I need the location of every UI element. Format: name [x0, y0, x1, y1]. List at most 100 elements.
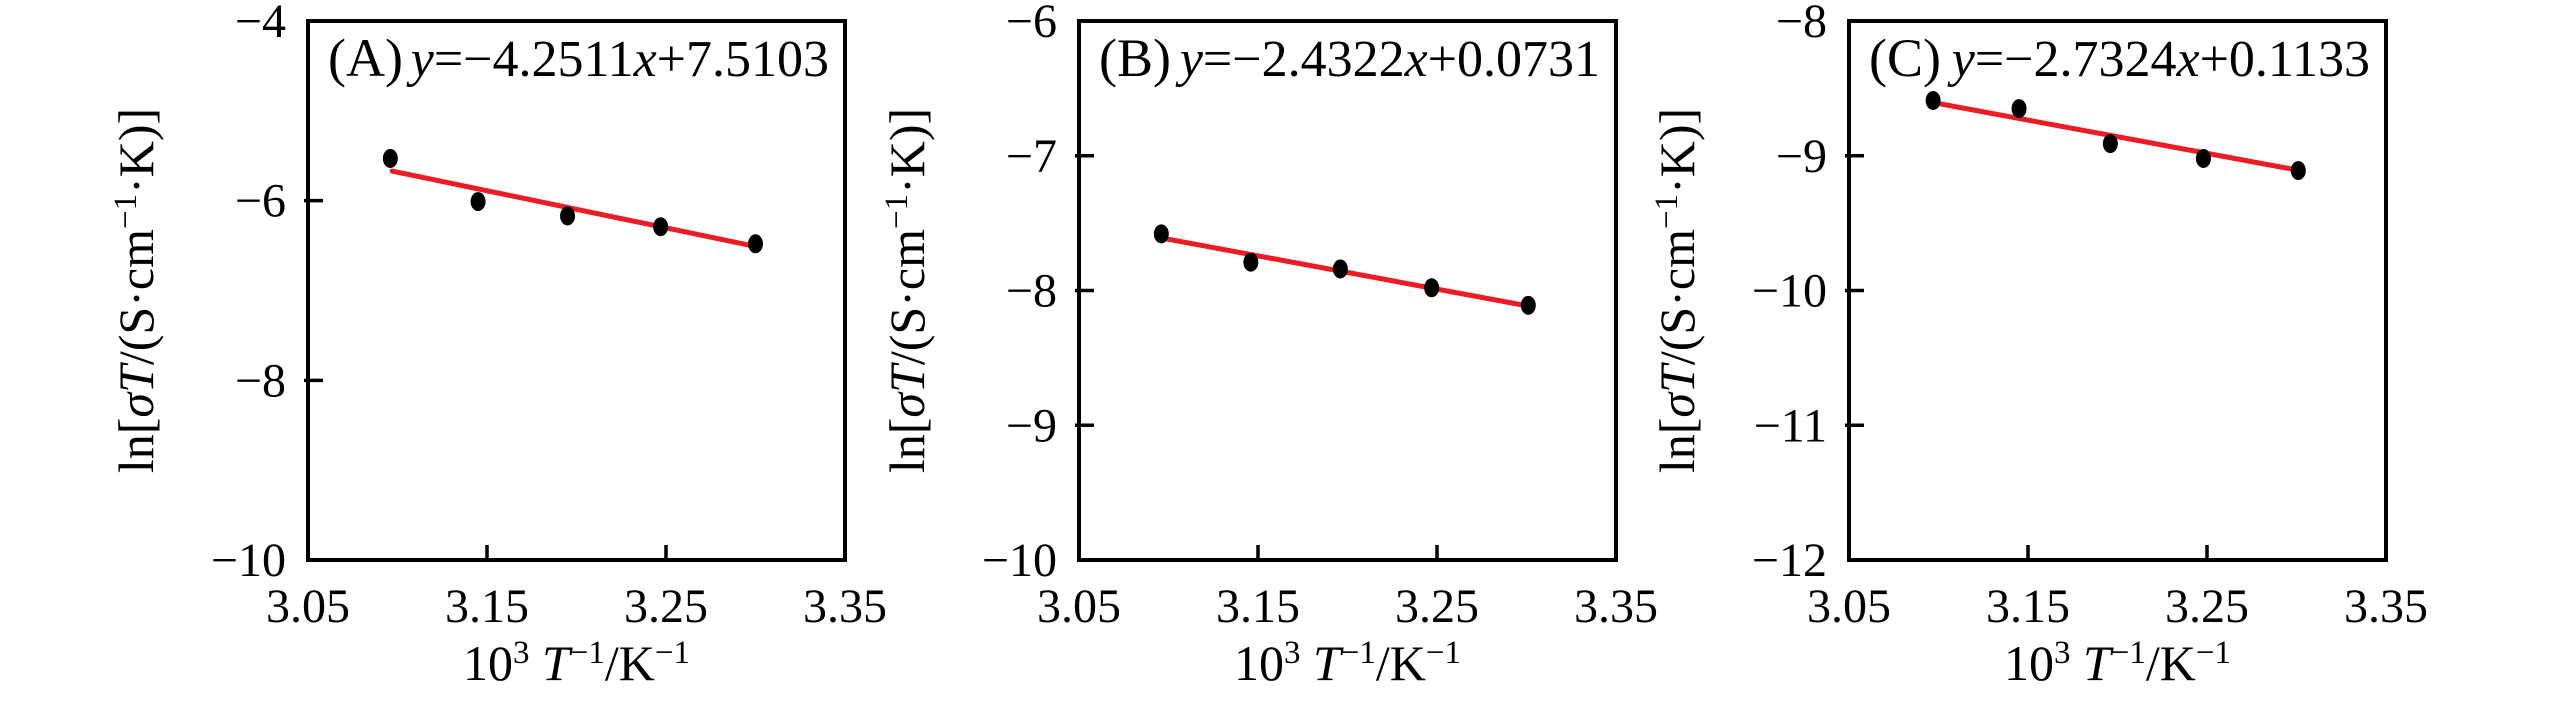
x-axis-title-part: 10: [463, 635, 513, 691]
x-axis-title-part: /K: [1376, 635, 1426, 691]
x-tick-label: 3.05: [1037, 580, 1121, 633]
y-tick-label: −10: [982, 534, 1057, 587]
y-tick-label: −6: [1006, 0, 1057, 48]
data-point: [2102, 134, 2118, 154]
y-axis-title-part: ·K)]: [108, 108, 164, 194]
y-axis-title-part: −1: [108, 194, 144, 229]
data-point: [1424, 278, 1440, 298]
data-point: [1925, 91, 1941, 111]
data-point: [560, 206, 576, 226]
x-tick-label: 3.25: [624, 580, 708, 633]
y-axis-title-part: /(S·cm: [108, 229, 164, 365]
y-axis-title-part: σT: [108, 362, 164, 418]
x-tick-label: 3.15: [1216, 580, 1300, 633]
y-axis-title: ln[σT/(S·cm−1·K)]: [108, 108, 164, 473]
panel-a: 3.05 3.15 3.25 3.35 −4 −6 −8 −10 (A) y=−4.2511x+7…: [108, 0, 887, 691]
y-axis-title-part: σT: [879, 362, 935, 418]
x-axis-title: 103 T−1/K−1: [463, 635, 690, 691]
fit-line: [389, 168, 758, 249]
x-tick-label: 3.35: [2344, 580, 2428, 633]
x-axis-title-part: −1: [1341, 635, 1376, 671]
fit-equation-part: x: [633, 31, 657, 88]
y-axis-title-part: σT: [1649, 362, 1705, 418]
y-tick-label: −12: [1752, 534, 1827, 587]
x-axis-title-part: T: [1313, 635, 1344, 691]
data-point: [748, 234, 763, 254]
x-axis-title-part: 3: [513, 635, 530, 671]
y-axis-title-part: ln[: [879, 418, 935, 474]
fit-equation: y=−2.4322x+0.0731: [1175, 31, 1600, 88]
x-axis-title: 103 T−1/K−1: [2004, 635, 2231, 691]
data-point: [1520, 295, 1536, 315]
fit-equation: y=−2.7324x+0.1133: [1947, 31, 2370, 88]
x-tick-label: 3.05: [266, 580, 350, 633]
y-tick-label: −11: [1754, 399, 1827, 452]
fit-equation-part: y: [1175, 31, 1204, 88]
fit-equation-part: x: [1404, 31, 1428, 88]
x-tick-label: 3.35: [803, 580, 887, 633]
y-tick-label: −10: [1752, 265, 1827, 318]
x-tick-label: 3.05: [1807, 580, 1891, 633]
fit-equation-part: =−4.2511: [434, 31, 634, 88]
x-axis-title-part: 3: [1284, 635, 1301, 671]
fit-equation-part: =−2.7324: [1975, 31, 2177, 88]
y-tick-label: −8: [1006, 265, 1057, 318]
fit-equation-part: +0.1133: [2200, 31, 2370, 88]
y-axis-title-part: ln[: [1649, 418, 1705, 474]
y-axis-title-part: /(S·cm: [879, 229, 935, 365]
y-tick-label: −6: [235, 175, 286, 228]
y-tick-label: −9: [1006, 399, 1057, 452]
fit-equation-part: +7.5103: [657, 31, 829, 88]
x-axis-title-part: [2070, 635, 2083, 691]
fit-equation-part: =−2.4322: [1203, 31, 1405, 88]
data-point: [2290, 161, 2306, 181]
x-axis-title: 103 T−1/K−1: [1234, 635, 1461, 691]
panel-label: (B): [1099, 28, 1171, 88]
y-tick-label: −7: [1006, 130, 1057, 183]
plot-frame: [306, 19, 847, 562]
data-point: [2011, 99, 2027, 119]
data-point: [653, 217, 669, 237]
data-point: [1332, 259, 1348, 279]
x-axis-title-part: −1: [2111, 635, 2146, 671]
panel-c: 3.05 3.15 3.25 3.35 −8 −9 −10 −11 −12 (C) y=−2.732…: [1649, 0, 2428, 691]
data-point: [1153, 224, 1169, 244]
y-axis-title-part: ln[: [108, 418, 164, 474]
y-tick-label: −9: [1776, 130, 1827, 183]
y-axis-title-part: /(S·cm: [1649, 229, 1705, 365]
x-axis-title-part: /K: [2146, 635, 2196, 691]
x-tick-label: 3.15: [1986, 580, 2070, 633]
data-point: [470, 192, 486, 212]
x-axis-title-part: 10: [1234, 635, 1284, 691]
fit-equation-part: +0.0731: [1428, 31, 1600, 88]
x-axis-title-part: −1: [2196, 635, 2231, 671]
fit-equation-part: y: [406, 31, 435, 88]
x-axis-title-part: −1: [570, 635, 605, 671]
y-tick-label: −4: [235, 0, 286, 48]
x-tick-label: 3.35: [1574, 580, 1658, 633]
fit-line: [1934, 100, 2303, 174]
data-point: [2195, 148, 2211, 168]
y-axis-title: ln[σT/(S·cm−1·K)]: [879, 108, 935, 473]
x-axis-title-part: T: [2083, 635, 2114, 691]
x-axis-title-part: [529, 635, 542, 691]
x-tick-label: 3.15: [445, 580, 529, 633]
x-axis-title-part: T: [542, 635, 573, 691]
x-axis-title-part: [1300, 635, 1313, 691]
y-tick-label: −10: [211, 534, 286, 587]
x-axis-title-part: −1: [1426, 635, 1461, 671]
y-axis-title-part: −1: [879, 194, 915, 229]
y-axis-title: ln[σT/(S·cm−1·K)]: [1649, 108, 1705, 473]
panel-label: (A): [328, 28, 403, 88]
data-point: [1243, 252, 1259, 272]
x-axis-title-part: 10: [2004, 635, 2054, 691]
y-tick-label: −8: [235, 354, 286, 407]
y-axis-title-part: ·K)]: [1649, 108, 1705, 194]
x-axis-title-part: −1: [655, 635, 690, 671]
y-tick-label: −8: [1776, 0, 1827, 48]
fit-equation-part: x: [2176, 31, 2200, 88]
x-axis-title-part: /K: [605, 635, 655, 691]
